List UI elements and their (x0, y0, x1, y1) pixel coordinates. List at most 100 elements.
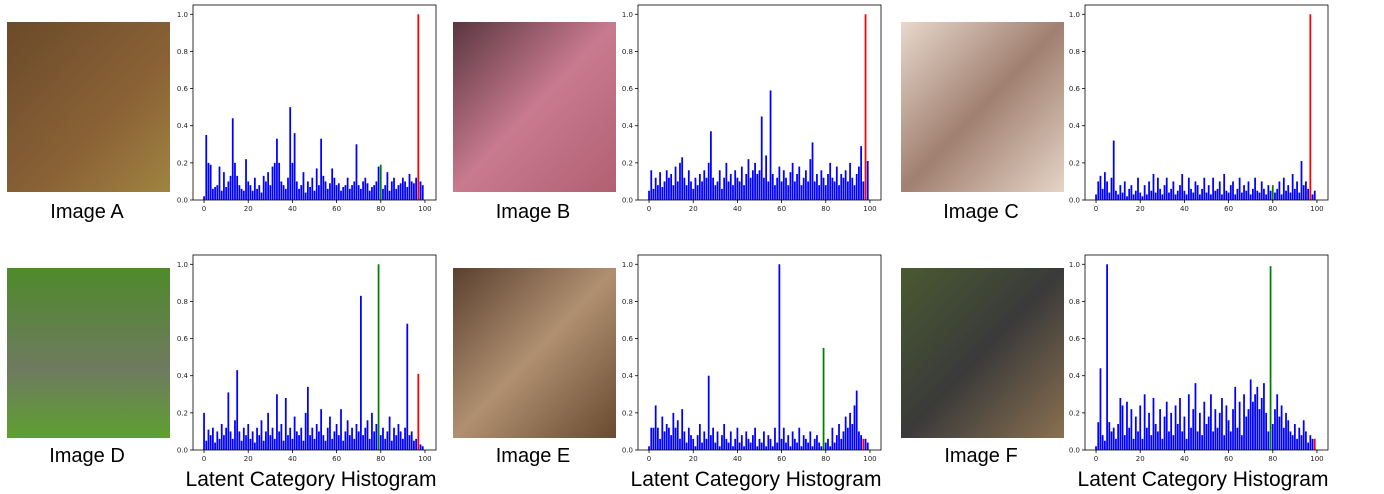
bar (706, 178, 708, 200)
bar (391, 181, 393, 200)
bar (1184, 417, 1186, 450)
bar (1201, 189, 1203, 200)
bar (322, 176, 324, 200)
bar (364, 178, 366, 200)
x-tick-label: 80 (821, 205, 830, 213)
bar (1214, 409, 1216, 450)
bar (816, 174, 818, 200)
bar (287, 178, 289, 200)
bar (792, 431, 794, 450)
bar (371, 187, 373, 200)
plot-frame (1085, 255, 1328, 450)
bar (692, 439, 694, 450)
bar (1179, 185, 1181, 200)
bar (1188, 178, 1190, 200)
bar (243, 428, 245, 450)
bar (858, 431, 860, 450)
bar (1133, 439, 1135, 450)
x-tick-label: 40 (1180, 205, 1189, 213)
bar (250, 439, 252, 450)
bar (659, 172, 661, 200)
bar (236, 176, 238, 200)
bar (1181, 431, 1183, 450)
bar (829, 163, 831, 200)
bar (1135, 417, 1137, 450)
bar (664, 181, 666, 200)
plot-frame (193, 5, 436, 200)
bar (754, 428, 756, 450)
bar (300, 428, 302, 450)
y-tick-label: 0.6 (1069, 85, 1081, 93)
bar (759, 170, 761, 200)
bar (234, 420, 236, 450)
bar (221, 424, 223, 450)
bar (765, 155, 767, 200)
bar (333, 178, 335, 200)
bar (411, 431, 413, 450)
bar (672, 413, 674, 450)
bar (827, 174, 829, 200)
bar (1309, 435, 1311, 450)
y-tick-label: 0.2 (177, 159, 188, 167)
bar (1104, 441, 1106, 450)
bar (1307, 443, 1309, 450)
bar (805, 439, 807, 450)
bar (772, 174, 774, 200)
bar (280, 181, 282, 200)
bar (384, 439, 386, 450)
bar (272, 167, 274, 200)
bar (739, 181, 741, 200)
bar (809, 431, 811, 450)
bar (1190, 428, 1192, 450)
bar (695, 178, 697, 200)
bar (710, 435, 712, 450)
y-tick-label: 0.2 (622, 409, 633, 417)
x-tick-label: 0 (202, 455, 206, 463)
bar (219, 167, 221, 200)
bar (706, 439, 708, 450)
y-tick-label: 1.0 (177, 11, 188, 19)
y-tick-label: 0.0 (622, 447, 633, 455)
bar (723, 178, 725, 200)
bar (714, 443, 716, 450)
figure: Image A0.00.20.40.60.81.0020406080100Ima… (0, 0, 1384, 494)
bar (1279, 417, 1281, 450)
bar (1239, 178, 1241, 200)
bar (404, 428, 406, 450)
bar (1100, 368, 1102, 450)
bar (1119, 185, 1121, 200)
bar (1259, 193, 1261, 200)
bar (725, 439, 727, 450)
bar (737, 178, 739, 200)
bar (1133, 194, 1135, 200)
bar (684, 178, 686, 200)
bar (743, 446, 745, 450)
bar (1153, 174, 1155, 200)
bar (856, 391, 858, 450)
bar (276, 139, 278, 200)
bar (1117, 424, 1119, 450)
bar (776, 443, 778, 450)
bar (827, 439, 829, 450)
x-tick-label: 100 (1310, 205, 1323, 213)
bar (349, 189, 351, 200)
bar (1108, 193, 1110, 200)
bar (763, 431, 765, 450)
x-tick-label: 80 (1268, 455, 1277, 463)
bar (783, 428, 785, 450)
bar (1115, 439, 1117, 450)
bar (208, 430, 210, 450)
bar (688, 428, 690, 450)
bar (790, 172, 792, 200)
bar (699, 424, 701, 450)
photo (7, 268, 170, 438)
y-tick-label: 1.0 (1069, 11, 1080, 19)
bar (836, 435, 838, 450)
bar (785, 443, 787, 450)
bar (216, 431, 218, 450)
bar (420, 444, 422, 450)
bar (834, 181, 836, 200)
bar (1270, 266, 1272, 450)
y-tick-label: 0.8 (622, 298, 633, 306)
bar (1113, 428, 1115, 450)
